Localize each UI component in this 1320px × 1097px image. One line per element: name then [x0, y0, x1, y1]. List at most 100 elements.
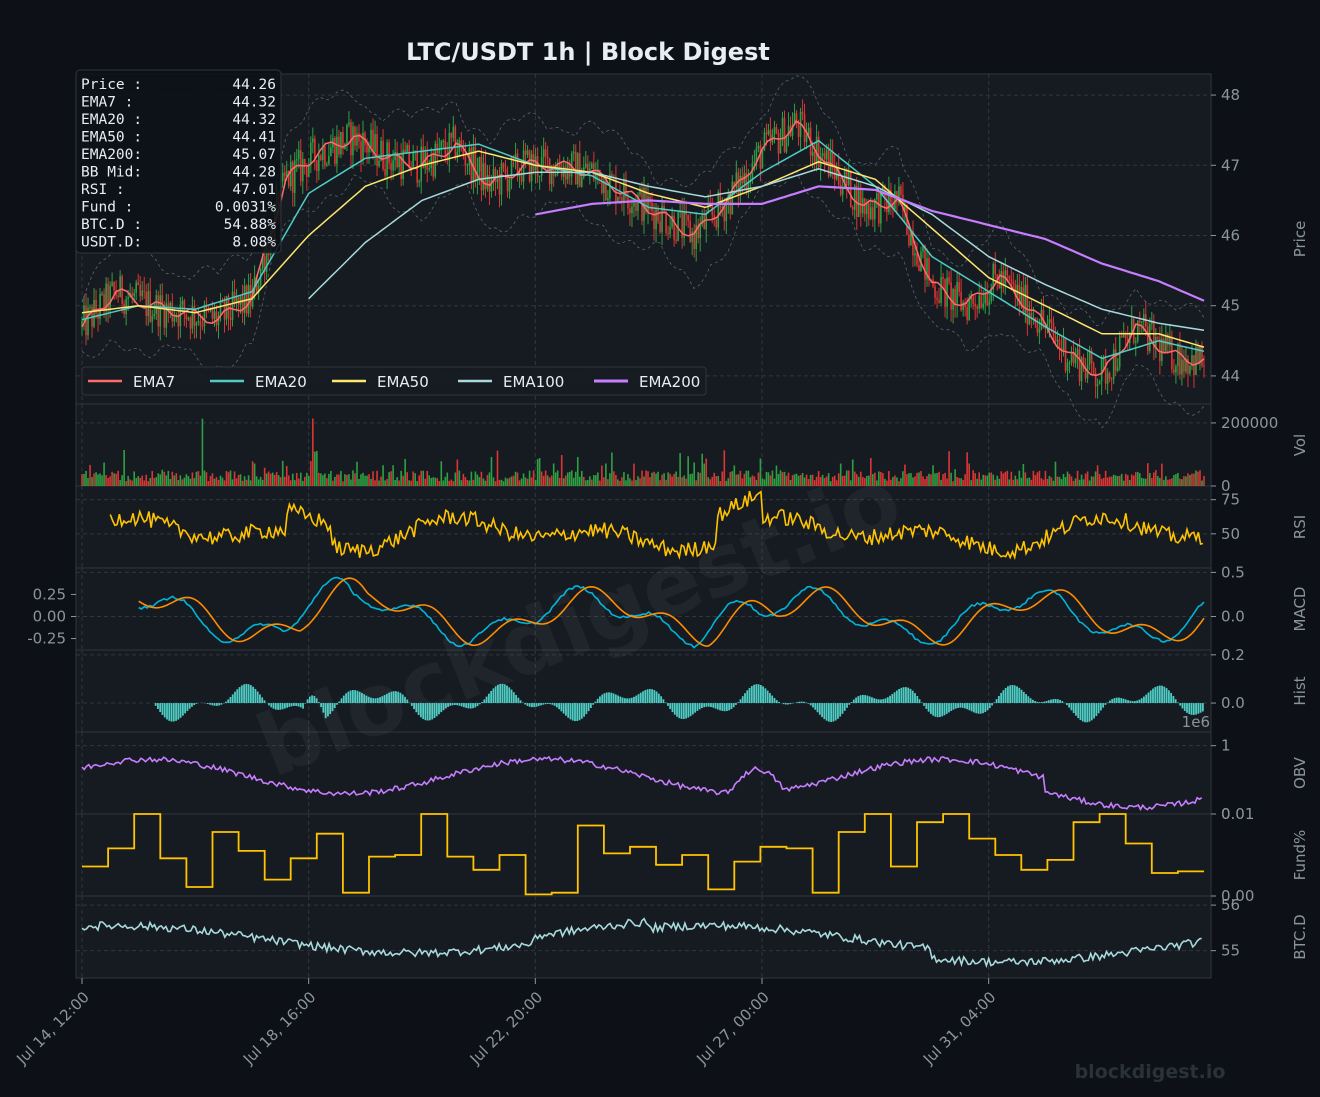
volume-bar [93, 473, 95, 486]
volume-bar [266, 473, 268, 486]
hist-bar [905, 687, 907, 703]
hist-bar [962, 703, 964, 708]
candle-body [994, 264, 996, 274]
candle-body [543, 149, 545, 157]
volume-bar [1051, 477, 1053, 486]
hist-bar [719, 703, 721, 710]
candle-body [659, 221, 661, 232]
volume-bar [575, 472, 577, 486]
candle-body [282, 173, 284, 182]
volume-bar [760, 458, 762, 486]
volume-bar [1059, 477, 1061, 486]
hist-bar [1150, 690, 1152, 703]
volume-bar [216, 477, 218, 486]
volume-bar [424, 479, 426, 486]
volume-bar [774, 479, 776, 486]
hist-bar [565, 703, 567, 716]
hist-bar [633, 697, 635, 703]
candle-body [986, 293, 988, 305]
hist-bar [1075, 703, 1077, 716]
hist-bar [1048, 700, 1050, 703]
hist-bar [726, 703, 728, 711]
volume-bar [545, 471, 547, 486]
volume-bar [238, 475, 240, 486]
candle-body [465, 156, 467, 166]
candle-body [1002, 271, 1004, 285]
volume-bar [358, 479, 360, 486]
candle-body [715, 220, 717, 228]
hist-bar [803, 702, 805, 703]
candle-body [687, 215, 689, 221]
volume-bar [354, 473, 356, 486]
candle-body [434, 144, 436, 177]
volume-bar [332, 481, 334, 486]
volume-bar [202, 419, 204, 486]
hist-bar [871, 697, 873, 703]
candle-body [531, 154, 533, 181]
volume-bar [461, 480, 463, 486]
volume-bar [1049, 476, 1051, 486]
candle-body [302, 159, 304, 181]
volume-bar [314, 452, 316, 486]
candle-body [374, 134, 376, 152]
hist-bar [993, 702, 995, 703]
hist-bar [799, 702, 801, 703]
volume-bar [1197, 472, 1199, 486]
obv-offset-label: 1e6 [1182, 713, 1210, 731]
hist-bar [209, 703, 211, 705]
volume-bar [1119, 476, 1121, 486]
hist-bar [1145, 695, 1147, 703]
hist-bar [162, 703, 164, 715]
candle-body [607, 198, 609, 200]
candle-body [673, 216, 675, 240]
legend-label-ema20: EMA20 [255, 373, 307, 391]
candle-body [404, 150, 406, 153]
volume-bar [1117, 476, 1119, 486]
hist-bar [180, 703, 182, 718]
hist-bar [755, 684, 757, 703]
hist-bar [735, 703, 737, 705]
candle-body [145, 292, 147, 316]
volume-bar [683, 476, 685, 486]
candle-body [982, 303, 984, 307]
volume-bar [645, 470, 647, 486]
volume-bar [1183, 476, 1185, 486]
volume-bar [368, 474, 370, 486]
volume-bar [260, 477, 262, 486]
candle-body [1177, 344, 1179, 366]
volume-bar [168, 471, 170, 486]
hist-bar [1037, 702, 1039, 703]
volume-bar [442, 480, 444, 486]
candle-body [449, 133, 451, 161]
hist-bar [245, 684, 247, 703]
volume-bar [420, 471, 422, 486]
hist-bar [921, 703, 923, 704]
candle-body [539, 176, 541, 177]
candle-body [976, 306, 978, 308]
volume-bar [103, 462, 105, 486]
candle-body [432, 154, 434, 176]
hist-bar [762, 686, 764, 703]
candle-body [826, 150, 828, 160]
candle-body [834, 166, 836, 179]
volume-bar [1127, 475, 1129, 486]
volume-bar [1169, 479, 1171, 486]
candle-body [487, 175, 489, 189]
hist-bar [1166, 688, 1168, 703]
candle-body [159, 295, 161, 326]
candle-body [824, 153, 826, 159]
info-value: 54.88% [224, 217, 277, 233]
volume-bar [477, 475, 479, 486]
volume-bar [669, 474, 671, 486]
candle-body [240, 296, 242, 304]
candle-body [304, 159, 306, 165]
volume-bar [621, 477, 623, 486]
candle-body [1117, 367, 1119, 370]
volume-bar [1193, 474, 1195, 486]
candle-body [547, 156, 549, 158]
volume-bar [920, 471, 922, 486]
candle-body [635, 202, 637, 210]
info-value: 8.08% [232, 235, 276, 251]
hist-bar [778, 702, 780, 703]
